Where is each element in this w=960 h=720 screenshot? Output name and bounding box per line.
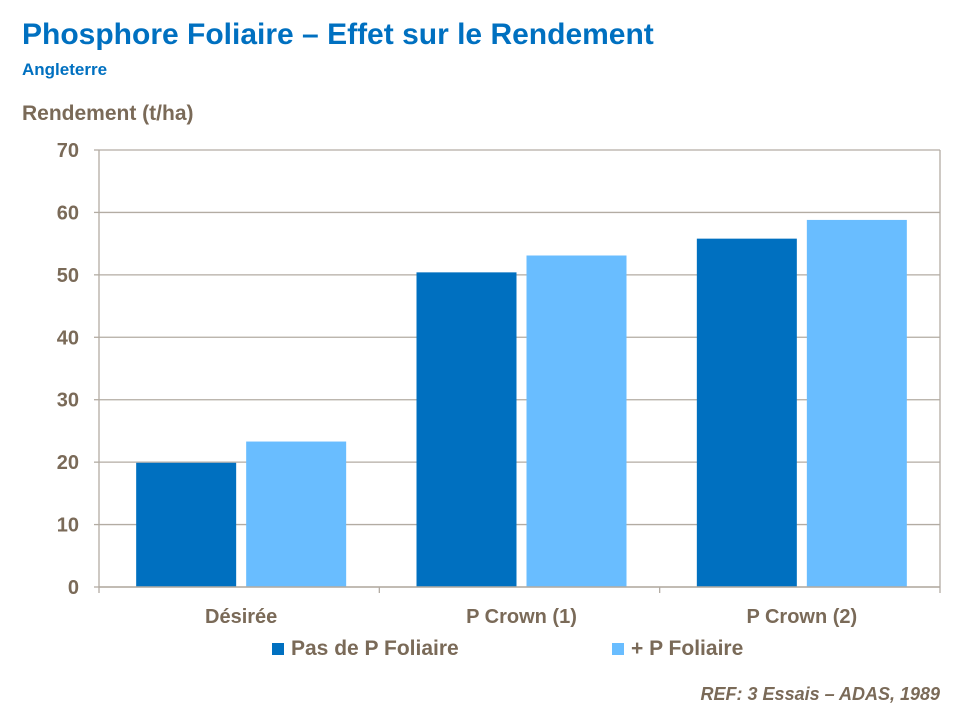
y-axis-label: Rendement (t/ha)	[22, 102, 194, 125]
y-tick-label: 60	[57, 202, 79, 224]
reference-note: REF: 3 Essais – ADAS, 1989	[700, 684, 940, 704]
y-tick-label: 0	[68, 577, 79, 599]
legend-label: Pas de P Foliaire	[291, 637, 459, 660]
bar-pas-de-p-foliaire	[136, 462, 237, 587]
y-tick-label: 30	[57, 390, 79, 412]
bar-pas-de-p-foliaire	[416, 272, 517, 587]
y-tick-label: 10	[57, 515, 79, 537]
y-tick-label: 20	[57, 452, 79, 474]
page-title: Phosphore Foliaire – Effet sur le Rendem…	[22, 18, 654, 51]
x-tick-label: P Crown (2)	[746, 606, 857, 628]
page-subtitle: Angleterre	[22, 60, 108, 79]
legend-swatch	[272, 643, 284, 655]
legend-swatch	[612, 643, 624, 655]
x-tick-label: P Crown (1)	[466, 606, 577, 628]
legend-item-pas-de-p-foliaire: Pas de P Foliaire	[272, 637, 459, 661]
legend-label: + P Foliaire	[631, 637, 744, 660]
x-tick-label: Désirée	[205, 606, 277, 628]
bar-plus-p-foliaire	[526, 255, 627, 588]
bar-plus-p-foliaire	[246, 441, 347, 587]
legend-item-plus-p-foliaire: + P Foliaire	[612, 637, 743, 661]
bar-pas-de-p-foliaire	[696, 238, 797, 588]
y-tick-label: 40	[57, 327, 79, 349]
bar-plus-p-foliaire	[806, 219, 907, 588]
y-tick-label: 70	[57, 140, 79, 162]
y-tick-label: 50	[57, 265, 79, 287]
